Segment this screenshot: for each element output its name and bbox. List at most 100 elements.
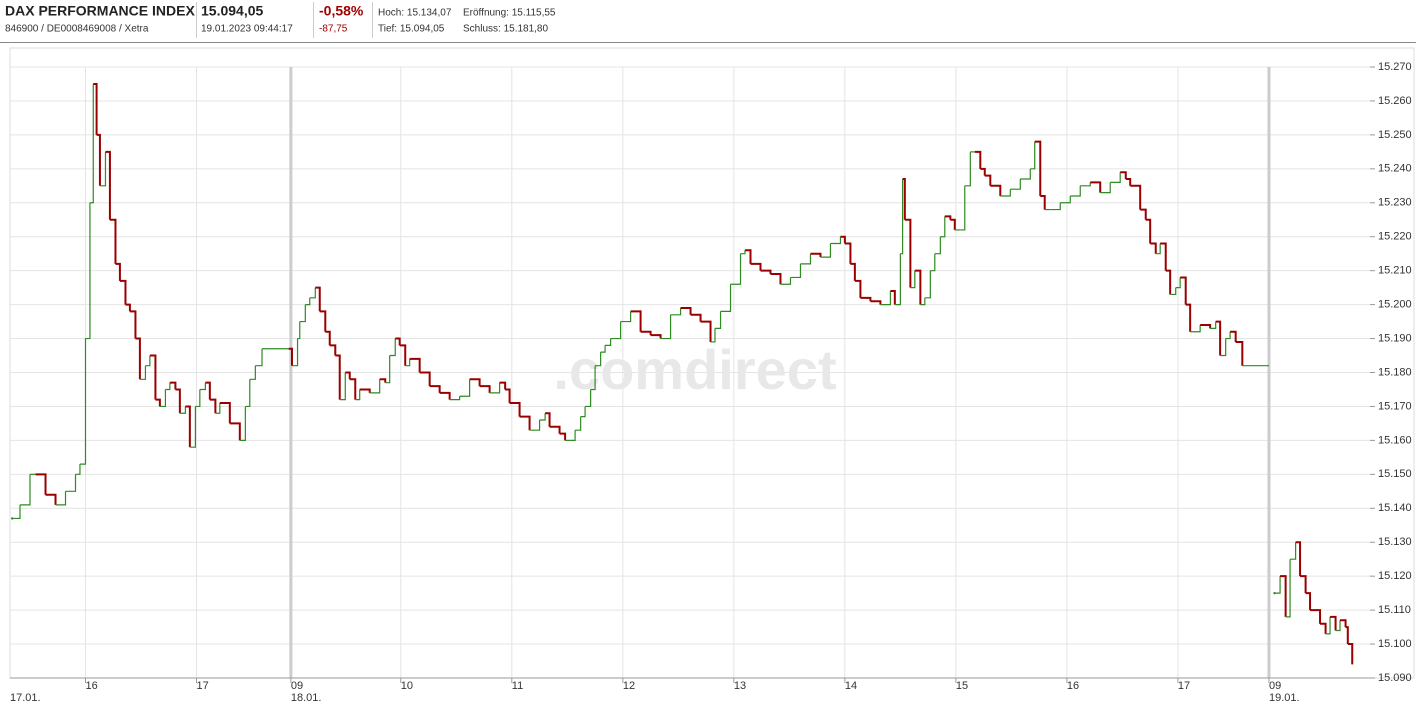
y-tick-label: 15.230 [1378,197,1412,209]
price-step [1235,340,1244,366]
price-step [1325,616,1331,635]
price-step [1125,178,1132,186]
price-step [930,253,936,272]
price-step [79,338,87,465]
y-tick-label: 15.220 [1378,231,1412,243]
price-step [205,381,211,400]
x-tick-label: 14 [845,680,857,692]
x-tick-label: 09 [291,680,303,692]
header-bg [0,0,1416,42]
price-step [780,277,792,285]
price-step [1130,184,1142,210]
x-tick-label: 15 [956,680,968,692]
y-tick-label: 15.160 [1378,434,1412,446]
price-step [790,263,802,279]
price-step [1170,287,1177,296]
price-step [902,178,906,220]
price-step [640,330,652,336]
price-step [45,493,57,505]
price-step [329,344,337,356]
y-tick-label: 15.210 [1378,265,1412,277]
price-step [335,354,341,400]
price-step [399,344,407,366]
price-step [12,504,21,520]
price-step [870,300,882,305]
price-step [1230,330,1237,342]
subtitle: 846900 / DE0008469008 / Xetra [5,24,149,35]
price-step [670,308,682,316]
price-step [894,253,901,306]
price-step [585,389,592,408]
price-step [1040,194,1046,210]
x-tick-label: 17 [1178,680,1190,692]
price-step [1330,615,1337,631]
price-step [950,218,956,230]
price-step [1320,622,1327,634]
y-tick-label: 15.200 [1378,299,1412,311]
price-step [215,403,221,414]
price-step [595,352,602,367]
price-step [389,338,396,357]
price-step [145,355,151,367]
price-step [650,334,662,339]
price-step [1280,575,1287,617]
price-step [319,310,327,332]
price-step [89,83,94,204]
price-step [974,150,982,169]
price-step [355,389,361,401]
price-step [940,216,946,238]
price-step [185,405,191,448]
price-step [1215,320,1222,356]
price-step [499,381,507,390]
y-tick-label: 15.180 [1378,366,1412,378]
price-step [750,262,762,271]
price-step [1190,324,1201,333]
close: Schluss: 15.181,80 [463,24,548,35]
price-step [810,252,822,258]
price-step [1070,185,1081,197]
price-step [369,379,381,394]
price-step [1305,592,1312,611]
price-step [175,388,181,414]
price-step [479,385,491,393]
price-step [590,365,596,391]
price-step [105,150,111,220]
price-step [1220,338,1227,357]
price-step [239,406,246,441]
price-step [505,388,511,404]
price-step [1340,619,1347,628]
y-tick-label: 15.100 [1378,638,1412,650]
price-step [610,321,622,340]
price-step [379,378,387,383]
price-step [605,338,612,346]
price-step [1300,575,1307,594]
price-step [99,151,107,187]
price-step [1310,609,1322,624]
price-step [85,202,91,340]
price-step [630,310,642,332]
y-tick-label: 15.250 [1378,129,1412,141]
price-step [1285,559,1291,618]
price-step [297,321,301,340]
price-step [1090,181,1102,193]
price-step [860,296,872,302]
price-step [315,286,321,312]
y-tick-label: 15.130 [1378,536,1412,548]
price-step [900,179,904,255]
price-step [1034,140,1042,196]
price-step [1347,643,1354,665]
price-step [1295,541,1302,577]
price-step [539,413,546,421]
price-step [65,474,77,492]
price-step [255,348,263,367]
y-tick-label: 15.150 [1378,468,1412,480]
price-step [920,297,926,306]
price-step [1150,242,1157,254]
price-step [1290,542,1297,560]
price-step [1000,189,1011,197]
price-step [1110,172,1121,184]
price-step [844,242,852,264]
price-step [209,398,217,414]
price-step [325,330,331,346]
price-step [1345,626,1349,645]
